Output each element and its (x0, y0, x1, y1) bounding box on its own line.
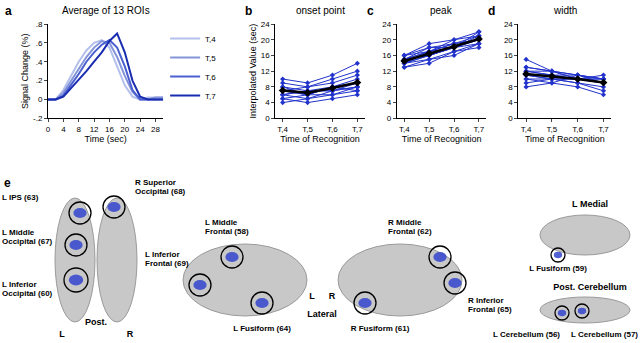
svg-text:24: 24 (504, 20, 513, 29)
svg-text:R Fusiform (61): R Fusiform (61) (351, 324, 410, 333)
svg-text:20: 20 (120, 125, 129, 134)
svg-text:Average of 13 ROIs: Average of 13 ROIs (62, 5, 150, 16)
svg-text:T,5: T,5 (547, 125, 558, 134)
svg-text:4: 4 (265, 98, 270, 107)
svg-text:12: 12 (382, 67, 391, 76)
svg-text:4: 4 (508, 98, 513, 107)
svg-text:R Superior: R Superior (135, 178, 176, 187)
svg-text:Occipital (67): Occipital (67) (2, 237, 53, 246)
svg-text:8: 8 (387, 83, 392, 92)
svg-text:Signal Change (%): Signal Change (%) (20, 33, 30, 109)
svg-text:T,7: T,7 (598, 125, 609, 134)
svg-text:L IPS (63): L IPS (63) (2, 193, 39, 202)
svg-text:16: 16 (261, 51, 270, 60)
svg-text:Post.: Post. (85, 317, 107, 327)
svg-text:8: 8 (76, 125, 81, 134)
svg-text:20: 20 (261, 36, 270, 45)
svg-text:T,5: T,5 (302, 125, 313, 134)
svg-text:Lateral: Lateral (307, 309, 337, 319)
svg-text:T,5: T,5 (424, 125, 435, 134)
svg-text:L Medial: L Medial (572, 199, 608, 209)
svg-text:L Cerebellum (56): L Cerebellum (56) (493, 330, 560, 339)
svg-text:20: 20 (382, 36, 391, 45)
svg-text:16: 16 (382, 51, 391, 60)
svg-text:T,6: T,6 (205, 73, 216, 82)
svg-text:24: 24 (382, 20, 391, 29)
svg-text:Post. Cerebellum: Post. Cerebellum (553, 282, 627, 292)
svg-text:Interpolated Value (sec): Interpolated Value (sec) (248, 24, 258, 119)
svg-text:L Inferior: L Inferior (145, 250, 180, 259)
svg-text:L Fusiform (64): L Fusiform (64) (233, 324, 291, 333)
svg-text:8: 8 (508, 83, 513, 92)
svg-text:16: 16 (105, 125, 114, 134)
svg-text:L Middle: L Middle (205, 218, 238, 227)
svg-text:.8: .8 (36, 20, 43, 29)
svg-text:0: 0 (38, 95, 43, 104)
svg-text:Time of Recognition: Time of Recognition (525, 134, 605, 144)
svg-text:Occipital (68): Occipital (68) (135, 187, 186, 196)
svg-text:Time of Recognition: Time of Recognition (402, 134, 482, 144)
svg-text:T,6: T,6 (572, 125, 583, 134)
svg-text:T,7: T,7 (474, 125, 485, 134)
svg-text:0: 0 (387, 114, 392, 123)
svg-text:T,6: T,6 (449, 125, 460, 134)
svg-text:T,4: T,4 (399, 125, 410, 134)
svg-text:T,4: T,4 (205, 35, 216, 44)
svg-text:Frontal (58): Frontal (58) (205, 227, 249, 236)
svg-text:24: 24 (261, 20, 270, 29)
svg-text:-.2: -.2 (33, 114, 43, 123)
svg-text:L Inferior: L Inferior (2, 280, 37, 289)
svg-text:28: 28 (151, 125, 160, 134)
svg-text:L Middle: L Middle (2, 228, 35, 237)
svg-text:16: 16 (504, 51, 513, 60)
svg-text:12: 12 (504, 67, 513, 76)
svg-text:0: 0 (265, 114, 270, 123)
svg-text:onset point: onset point (296, 5, 345, 16)
svg-text:Time of Recognition: Time of Recognition (280, 134, 360, 144)
svg-text:R Inferior: R Inferior (468, 296, 504, 305)
svg-text:L Fusiform (59): L Fusiform (59) (529, 264, 587, 273)
svg-text:e: e (4, 176, 11, 190)
svg-text:L: L (59, 329, 65, 339)
svg-text:.2: .2 (36, 76, 43, 85)
svg-text:T,4: T,4 (521, 125, 532, 134)
svg-text:L Cerebellum (57): L Cerebellum (57) (571, 330, 638, 339)
svg-text:R: R (329, 291, 336, 301)
svg-text:R Middle: R Middle (388, 218, 422, 227)
svg-text:T,5: T,5 (205, 54, 216, 63)
svg-text:c: c (367, 4, 374, 18)
svg-text:T,7: T,7 (352, 125, 363, 134)
svg-text:L: L (309, 291, 315, 301)
svg-text:Frontal (65): Frontal (65) (468, 305, 512, 314)
svg-text:0: 0 (508, 114, 513, 123)
svg-text:.6: .6 (36, 39, 43, 48)
svg-text:T,4: T,4 (277, 125, 288, 134)
svg-text:a: a (5, 4, 12, 18)
svg-text:Frontal (69): Frontal (69) (145, 259, 189, 268)
svg-text:T,6: T,6 (327, 125, 338, 134)
svg-text:4: 4 (61, 125, 66, 134)
svg-text:b: b (245, 4, 252, 18)
svg-text:Time (sec): Time (sec) (85, 134, 127, 144)
svg-text:Occipital (60): Occipital (60) (2, 289, 53, 298)
svg-text:R: R (127, 329, 134, 339)
svg-text:20: 20 (504, 36, 513, 45)
svg-text:4: 4 (387, 98, 392, 107)
svg-text:0: 0 (46, 125, 51, 134)
svg-text:12: 12 (90, 125, 99, 134)
svg-text:Frontal (62): Frontal (62) (388, 227, 432, 236)
svg-text:d: d (488, 4, 495, 18)
svg-text:width: width (553, 5, 577, 16)
svg-text:.4: .4 (36, 58, 43, 67)
svg-text:8: 8 (265, 83, 270, 92)
svg-text:T,7: T,7 (205, 92, 216, 101)
svg-text:peak: peak (430, 5, 453, 16)
svg-text:24: 24 (136, 125, 145, 134)
svg-text:12: 12 (261, 67, 270, 76)
